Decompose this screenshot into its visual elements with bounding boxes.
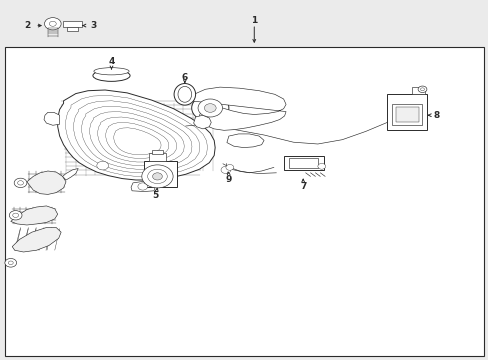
- Ellipse shape: [93, 70, 130, 81]
- Circle shape: [5, 258, 17, 267]
- Circle shape: [317, 163, 325, 169]
- Bar: [288, 158, 317, 168]
- Polygon shape: [27, 171, 66, 194]
- Circle shape: [420, 88, 424, 91]
- Bar: [148, 153, 166, 161]
- Circle shape: [154, 166, 163, 174]
- Text: 9: 9: [225, 175, 232, 184]
- Bar: [62, 21, 82, 27]
- Circle shape: [191, 94, 228, 122]
- Text: 1: 1: [251, 15, 257, 24]
- Bar: [283, 156, 323, 170]
- Bar: [391, 104, 422, 125]
- Circle shape: [97, 161, 108, 170]
- Polygon shape: [62, 168, 78, 180]
- Bar: [66, 27, 78, 31]
- Ellipse shape: [178, 86, 191, 102]
- Polygon shape: [131, 181, 155, 192]
- Circle shape: [142, 165, 173, 188]
- Polygon shape: [12, 228, 61, 252]
- Bar: [411, 87, 425, 94]
- Circle shape: [9, 211, 22, 220]
- Circle shape: [18, 181, 23, 185]
- Text: 8: 8: [433, 111, 439, 120]
- Ellipse shape: [94, 68, 129, 75]
- Bar: [143, 161, 177, 187]
- Circle shape: [8, 261, 13, 265]
- Text: 5: 5: [152, 192, 158, 200]
- Bar: [395, 107, 418, 122]
- Text: 6: 6: [182, 73, 187, 82]
- Polygon shape: [193, 115, 211, 129]
- Polygon shape: [44, 112, 60, 125]
- Polygon shape: [11, 206, 58, 225]
- Circle shape: [225, 165, 233, 170]
- Circle shape: [49, 21, 56, 26]
- Text: 7: 7: [299, 182, 306, 191]
- Circle shape: [13, 213, 19, 217]
- Bar: [386, 94, 427, 130]
- Polygon shape: [226, 134, 264, 148]
- Circle shape: [221, 166, 230, 174]
- Circle shape: [138, 183, 147, 190]
- Text: 2: 2: [25, 21, 31, 30]
- Text: 3: 3: [91, 21, 97, 30]
- Ellipse shape: [174, 84, 195, 105]
- Polygon shape: [190, 87, 285, 130]
- Circle shape: [417, 86, 426, 93]
- Bar: [151, 150, 163, 154]
- Circle shape: [147, 169, 167, 184]
- Bar: [5, 47, 483, 356]
- Circle shape: [198, 99, 222, 117]
- Circle shape: [204, 104, 216, 112]
- Polygon shape: [58, 90, 215, 180]
- Text: 4: 4: [108, 57, 115, 66]
- Circle shape: [14, 178, 27, 188]
- Circle shape: [152, 173, 162, 180]
- Circle shape: [44, 18, 61, 30]
